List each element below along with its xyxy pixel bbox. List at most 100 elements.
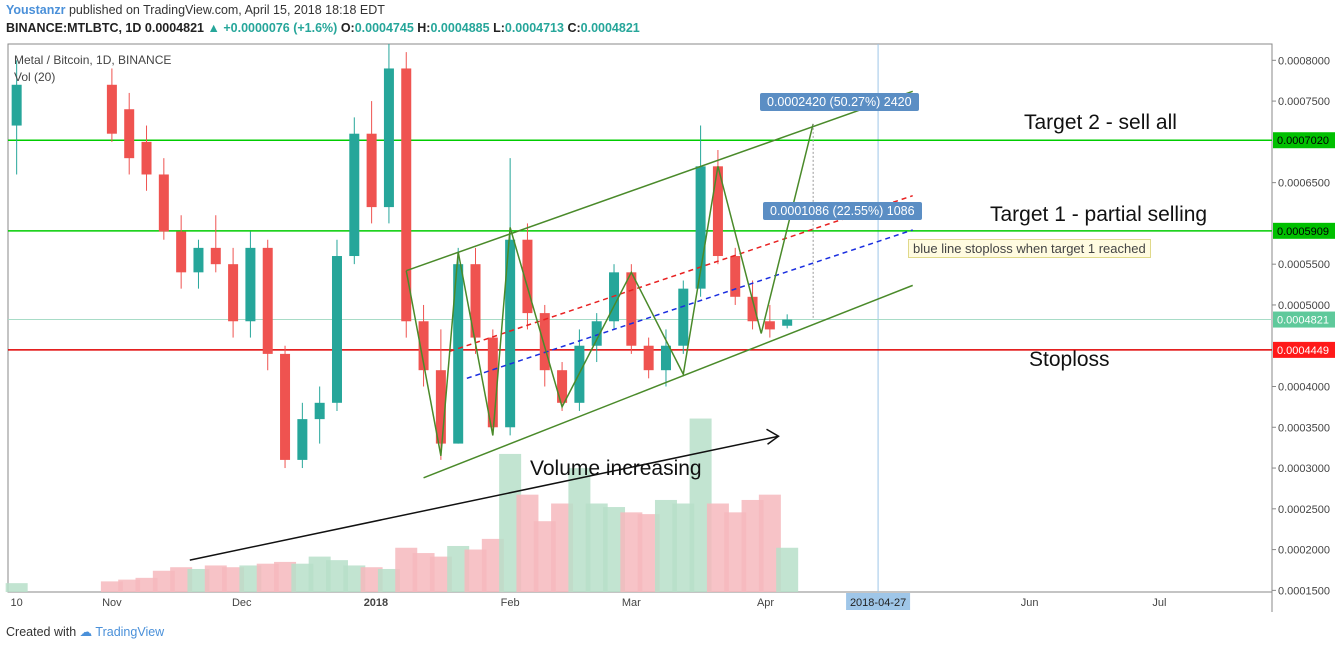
volume-bar <box>395 547 418 592</box>
measure-box-small[interactable]: 0.0001086 (22.55%) 1086 <box>763 202 922 220</box>
time-tick-label: Apr <box>757 597 774 609</box>
candle-body <box>366 133 377 208</box>
level-badge-text: 0.0005909 <box>1277 226 1329 238</box>
volume-bar <box>291 563 314 592</box>
price-chart[interactable]: 0.0008000 0.0007500 0.0006500 0.0005500 0.00… <box>0 40 1342 615</box>
volume-bar <box>412 553 435 592</box>
footer: Created with ☁ TradingView <box>6 624 164 639</box>
volume-bar <box>741 499 764 592</box>
candle-body <box>557 370 568 403</box>
candle-body <box>660 345 671 371</box>
volume-bar <box>204 565 227 592</box>
stoploss-label: Stoploss <box>1029 348 1110 371</box>
price-tick-label: 0.0005000 <box>1278 300 1330 312</box>
candle-body <box>280 353 291 460</box>
candle-body <box>158 174 169 232</box>
close-value: 0.0004821 <box>580 21 640 35</box>
volume-bar <box>637 514 660 592</box>
volume-bar <box>724 512 747 592</box>
tradingview-link[interactable]: TradingView <box>95 625 165 639</box>
candle-body <box>314 402 325 420</box>
time-tick-label: Jul <box>1152 597 1166 609</box>
time-tick-label: 2018 <box>364 597 388 609</box>
candle-body <box>591 321 602 346</box>
candle-body <box>11 84 22 126</box>
level-badge-text: 0.0004821 <box>1277 315 1329 327</box>
candle-body <box>643 345 654 371</box>
author-link[interactable]: Youstanzr <box>6 3 66 17</box>
publish-info: published on TradingView.com, April 15, … <box>68 3 385 17</box>
target2-label: Target 2 - sell all <box>1024 111 1177 134</box>
close-label: C: <box>567 21 581 35</box>
candle-body <box>730 256 741 297</box>
level-badge-text: 0.0007020 <box>1277 135 1329 147</box>
level-badge-stoploss <box>1273 341 1335 358</box>
level-badge-target2 <box>1273 132 1335 149</box>
price-tick-label: 0.0001500 <box>1278 585 1330 597</box>
candle-body <box>764 321 775 330</box>
measure-box-big[interactable]: 0.0002420 (50.27%) 2420 <box>760 93 919 111</box>
level-badge-text: 0.0004449 <box>1277 345 1329 357</box>
candle-body <box>141 141 152 175</box>
level-badge-last <box>1273 311 1335 328</box>
candle-body <box>331 256 342 403</box>
volume-bar <box>152 570 175 592</box>
blue-line-note: blue line stoploss when target 1 reached <box>908 239 1151 258</box>
zigzag-pattern-line <box>405 123 814 456</box>
candle-body <box>505 239 516 428</box>
chart-legend-title: Metal / Bitcoin, 1D, BINANCE <box>14 53 172 67</box>
volume-bar <box>135 577 158 592</box>
candle-body <box>297 419 308 460</box>
volume-bar <box>325 560 348 592</box>
candle-body <box>747 296 758 322</box>
price-tick-label: 0.0003000 <box>1278 463 1330 475</box>
candle-body <box>193 247 204 273</box>
volume-bar <box>551 503 574 592</box>
candle-body <box>106 84 117 134</box>
candle-body <box>228 264 239 322</box>
price-tick-label: 0.0007500 <box>1278 96 1330 108</box>
volume-bar <box>256 563 279 592</box>
last-price: 0.0004821 <box>144 21 204 35</box>
volume-bar <box>187 568 210 592</box>
candle-body <box>435 370 446 444</box>
volume-bar <box>499 453 522 592</box>
volume-bar <box>620 512 643 592</box>
publish-bar: Youstanzr published on TradingView.com, … <box>6 3 385 17</box>
time-tick-label: Dec <box>232 597 252 609</box>
volume-bar <box>776 547 799 592</box>
time-tick-label: 10 <box>11 597 23 609</box>
price-tick-label: 0.0003500 <box>1278 422 1330 434</box>
candle-body <box>522 239 533 314</box>
volume-bar <box>654 499 677 592</box>
symbol-label: BINANCE:MTLBTC, 1D <box>6 21 142 35</box>
candle-body <box>695 166 706 289</box>
time-tick-label: Mar <box>622 597 641 609</box>
volume-bar <box>689 418 712 592</box>
candle-body <box>487 337 498 428</box>
candle-body <box>712 166 723 257</box>
price-tick-label: 0.0005500 <box>1278 259 1330 271</box>
candle-body <box>418 321 429 371</box>
open-value: 0.0004745 <box>354 21 414 35</box>
volume-legend: Vol (20) <box>14 70 56 84</box>
volume-bar <box>516 494 539 592</box>
volume-bar <box>377 568 400 592</box>
low-label: L: <box>493 21 505 35</box>
red-dashed-line <box>449 194 913 353</box>
volume-bar <box>672 503 695 592</box>
blue-dashed-line <box>466 229 913 380</box>
volume-bar <box>100 581 123 592</box>
volume-bar <box>481 538 504 592</box>
high-label: H: <box>417 21 431 35</box>
candle-body <box>678 288 689 346</box>
tradingview-logo-icon: ☁ <box>79 625 93 639</box>
price-change: +0.0000076 (+1.6%) <box>223 21 338 35</box>
candle-body <box>401 68 412 322</box>
price-tick-label: 0.0002000 <box>1278 545 1330 557</box>
quote-bar: BINANCE:MTLBTC, 1D 0.0004821 ▲ +0.000007… <box>6 21 640 35</box>
price-tick-label: 0.0004000 <box>1278 382 1330 394</box>
candle-body <box>262 247 273 354</box>
time-tick-label: Nov <box>102 597 122 609</box>
price-tick-label: 0.0006500 <box>1278 178 1330 190</box>
